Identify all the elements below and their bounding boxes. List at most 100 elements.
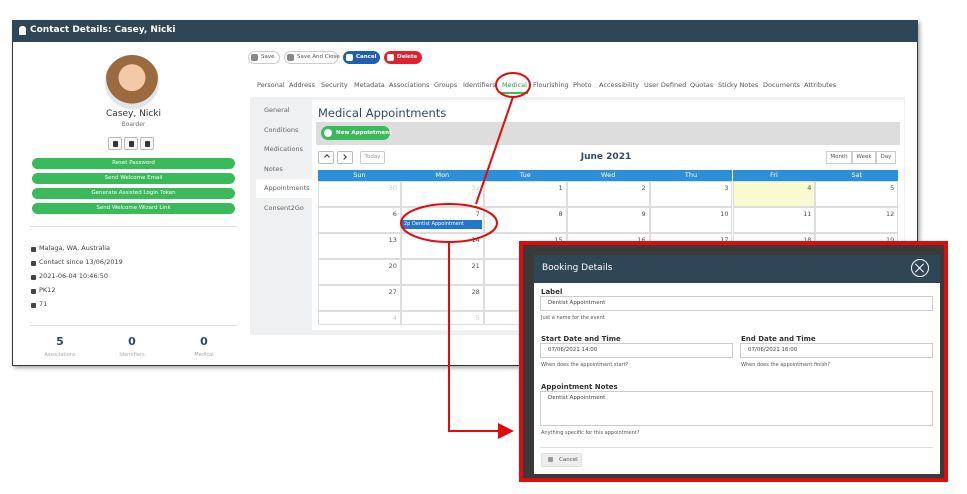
calendar-nav-button[interactable] (318, 151, 334, 164)
toolbar-button[interactable]: Save And Close (284, 51, 340, 64)
calendar-cell[interactable] (318, 285, 401, 311)
side-menu-item[interactable]: Conditions (264, 125, 299, 134)
view-button[interactable]: Day (876, 151, 896, 164)
plus-icon (324, 129, 332, 137)
date-number: 20 (388, 262, 397, 270)
tab[interactable]: User Defined (644, 81, 687, 89)
calendar-event[interactable]: 2p Dentist Appointment (402, 220, 482, 229)
panel-title: Medical Appointments (318, 106, 447, 120)
calendar-cell[interactable] (815, 207, 899, 233)
button-icon (251, 54, 258, 61)
button-icon (387, 54, 394, 61)
day-header: Wed (566, 170, 650, 181)
calendar-cell[interactable] (649, 181, 733, 207)
calendar-cell[interactable] (318, 311, 401, 325)
field-label: End Date and Time (741, 335, 816, 343)
tab[interactable]: Groups (434, 81, 458, 89)
field-input[interactable]: Dentist Appointment (540, 296, 933, 311)
detail-icon (31, 261, 36, 266)
side-menu-item[interactable]: General (264, 106, 290, 114)
date-number: 19 (886, 236, 895, 244)
tab-underline (501, 92, 528, 94)
date-number: 6 (392, 210, 397, 218)
tab[interactable]: Identifiers (463, 81, 496, 89)
side-menu-item[interactable]: Notes (264, 164, 283, 173)
tab[interactable]: Associations (389, 81, 430, 89)
calendar-cell[interactable] (732, 207, 816, 233)
tab[interactable]: Flourishing (533, 81, 569, 89)
field-input[interactable]: 07/06/2021 14:00 (540, 343, 733, 358)
view-button[interactable]: Month (826, 151, 852, 164)
tab[interactable]: Metadata (354, 81, 385, 89)
field-label: Appointment Notes (541, 383, 618, 391)
tab[interactable]: Accessibility (599, 81, 639, 89)
date-number: 5 (890, 184, 895, 192)
toolbar-button[interactable]: Cancel (343, 51, 380, 64)
chevron (324, 154, 330, 160)
icon (145, 141, 150, 147)
calendar-cell[interactable] (649, 207, 733, 233)
action-button[interactable]: Send Welcome Email (32, 173, 235, 184)
tab[interactable]: Photo (573, 81, 592, 89)
tab[interactable]: Documents (763, 81, 801, 89)
tab[interactable]: Medical (502, 81, 527, 89)
side-menu-item[interactable]: Appointments (256, 179, 312, 198)
date-number: 15 (554, 236, 563, 244)
tab[interactable]: Attributes (804, 81, 837, 89)
calendar-cell[interactable] (318, 233, 401, 259)
stat-value: 0 (200, 335, 208, 348)
date-number: 3 (724, 184, 729, 192)
calendar-cell[interactable] (566, 181, 650, 207)
field-value: Dentist Appointment (548, 300, 606, 306)
field-help: When does the appointment start? (541, 362, 629, 368)
date-number: 4 (807, 184, 812, 192)
header-bar (12, 20, 918, 42)
side-menu-item[interactable]: Medications (264, 145, 303, 153)
field-help: Just a name for the event (541, 315, 605, 321)
field-input[interactable]: 07/06/2021 16:00 (740, 343, 933, 358)
calendar-cell[interactable] (318, 181, 401, 207)
calendar-cell[interactable] (732, 181, 816, 207)
today-button[interactable]: Today (360, 151, 385, 164)
cancel-button[interactable]: Cancel (541, 453, 582, 467)
tab[interactable]: Address (289, 81, 315, 89)
date-number: 4 (392, 314, 397, 322)
tab[interactable]: Security (321, 81, 348, 89)
button-label: New Appointment (336, 130, 392, 136)
new-appointment-button[interactable]: New Appointment (321, 126, 392, 140)
date-number: 27 (388, 288, 397, 296)
button-label: Cancel (559, 457, 578, 463)
button-label: Delete (397, 54, 418, 60)
contact-icon-button[interactable] (108, 137, 122, 150)
detail-text: PK12 (39, 286, 56, 294)
date-number: 30 (388, 184, 397, 192)
toolbar-button[interactable]: Delete (384, 51, 422, 64)
date-number: 5 (475, 314, 480, 322)
calendar-cell[interactable] (566, 207, 650, 233)
tab[interactable]: Sticky Notes (718, 81, 759, 89)
toolbar-button[interactable]: Save (248, 51, 280, 64)
action-button[interactable]: Generate Assisted Login Token (32, 188, 235, 199)
calendar-cell[interactable] (815, 181, 899, 207)
detail-text: 71 (39, 300, 48, 308)
modal-divider (540, 447, 933, 448)
contact-icon-button[interactable] (124, 137, 138, 150)
contact-icon-button[interactable] (140, 137, 154, 150)
modal-close[interactable] (911, 259, 929, 277)
tab[interactable]: Quotas (690, 81, 714, 89)
tab[interactable]: Personal (257, 81, 285, 89)
day-header: Sat (815, 170, 899, 181)
calendar-cell[interactable] (318, 259, 401, 285)
calendar-nav-button[interactable] (337, 151, 353, 164)
field-input[interactable]: Dentist Appointment (540, 391, 933, 426)
action-button[interactable]: Send Welcome Wizard Link (32, 203, 235, 214)
field-label: Start Date and Time (541, 335, 621, 343)
action-button[interactable]: Reset Password (32, 158, 235, 169)
button-label: Cancel (356, 54, 377, 60)
side-menu-item[interactable]: Consent2Go (264, 203, 304, 212)
divider (30, 226, 237, 227)
view-button[interactable]: Week (852, 151, 876, 164)
date-number: 11 (803, 210, 812, 218)
day-header: Fri (732, 170, 816, 181)
